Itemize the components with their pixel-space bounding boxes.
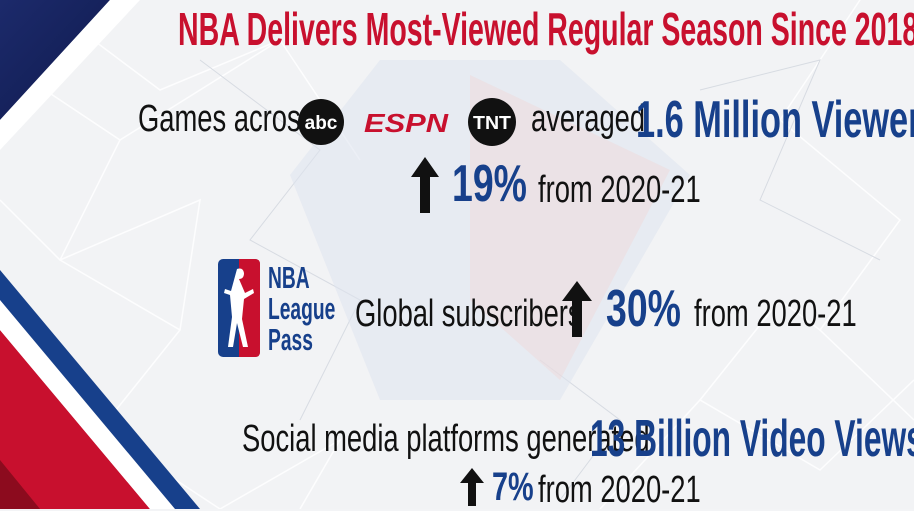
viewers-change: 19% <box>452 155 527 213</box>
viewers-highlight: 1.6 Million Viewers <box>636 91 914 149</box>
abc-logo: abc <box>298 99 344 145</box>
logo-line-nba: NBA <box>268 260 310 295</box>
subscribers-change: 30% <box>606 280 681 338</box>
viewers-from: from 2020-21 <box>538 169 701 211</box>
svg-text:TNT: TNT <box>473 113 511 133</box>
tnt-logo: TNT <box>468 98 516 146</box>
global-subscribers-label: Global subscribers <box>355 293 582 335</box>
logo-line-pass: Pass <box>268 322 313 357</box>
up-arrow-icon <box>460 468 484 506</box>
svg-text:abc: abc <box>305 113 338 134</box>
espn-logo: ESPN <box>364 110 449 136</box>
up-arrow-icon <box>562 281 592 337</box>
up-arrow-icon <box>411 157 439 213</box>
games-across-label: Games across <box>138 98 315 140</box>
svg-text:ESPN: ESPN <box>364 110 449 136</box>
social-media-label: Social media platforms generated <box>242 418 650 460</box>
video-views-highlight: 13 Billion Video Views <box>590 410 914 468</box>
video-views-from: from 2020-21 <box>538 469 701 511</box>
page-title: NBA Delivers Most-Viewed Regular Season … <box>178 3 914 55</box>
nba-league-pass-logo <box>218 259 260 357</box>
video-views-change: 7% <box>492 465 534 509</box>
averaged-label: averaged <box>531 98 646 140</box>
subscribers-from: from 2020-21 <box>694 293 857 335</box>
logo-line-league: League <box>268 291 336 326</box>
league-pass-wordmark: NBA League Pass <box>268 262 377 355</box>
